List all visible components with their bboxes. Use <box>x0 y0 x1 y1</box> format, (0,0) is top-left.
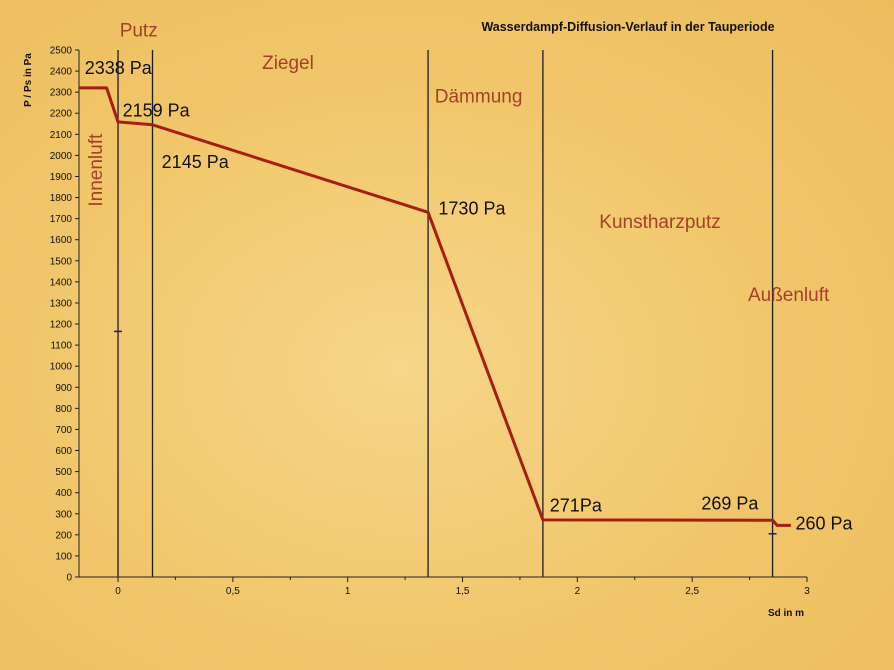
y-tick-label: 1900 <box>50 172 73 183</box>
y-tick-label: 2500 <box>50 46 73 57</box>
y-tick-label: 1100 <box>50 341 72 352</box>
y-tick-label: 2200 <box>50 109 73 120</box>
y-axis-label: P / Ps in Pa <box>23 53 34 107</box>
x-tick-label: 3 <box>804 586 810 597</box>
layer-label: Dämmung <box>435 87 523 108</box>
y-tick-label: 1500 <box>50 256 73 267</box>
y-tick-label: 2000 <box>50 151 73 162</box>
y-tick-label: 100 <box>55 551 72 562</box>
y-tick-label: 2400 <box>50 67 73 78</box>
y-tick-label: 200 <box>55 530 72 541</box>
innenluft-label: Innenluft <box>86 133 107 207</box>
layer-label: Außenluft <box>748 285 830 306</box>
y-tick-label: 1200 <box>50 320 73 331</box>
pressure-value-label: 271Pa <box>550 496 603 516</box>
pressure-value-label: 2159 Pa <box>123 100 191 120</box>
y-tick-label: 900 <box>55 383 72 394</box>
pressure-value-label: 1730 Pa <box>438 198 506 218</box>
y-tick-label: 500 <box>55 467 72 478</box>
y-tick-label: 0 <box>66 573 72 584</box>
pressure-value-label: 2145 Pa <box>162 152 230 172</box>
layer-label: Kunstharzputz <box>599 212 720 233</box>
y-tick-label: 1700 <box>50 214 73 225</box>
x-axis-label: Sd in m <box>768 608 804 619</box>
y-tick-label: 300 <box>55 509 72 520</box>
y-tick-label: 1400 <box>50 277 73 288</box>
y-tick-label: 1600 <box>50 235 73 246</box>
y-tick-label: 2100 <box>50 130 73 141</box>
y-tick-label: 1800 <box>50 193 73 204</box>
x-tick-label: 1,5 <box>456 586 470 597</box>
pressure-value-label: 260 Pa <box>796 514 854 534</box>
x-tick-label: 0 <box>115 586 121 597</box>
pressure-value-label: 269 Pa <box>701 494 759 514</box>
y-tick-label: 2300 <box>50 88 73 99</box>
pressure-curve <box>79 86 791 527</box>
y-tick-label: 1000 <box>50 362 73 373</box>
layer-label: Ziegel <box>262 53 314 74</box>
x-tick-label: 0,5 <box>226 586 240 597</box>
x-tick-label: 1 <box>345 586 351 597</box>
y-tick-label: 400 <box>55 488 72 499</box>
y-tick-label: 800 <box>55 404 72 415</box>
y-tick-label: 600 <box>55 446 72 457</box>
pressure-value-label: 2338 Pa <box>85 58 153 78</box>
layer-label: Putz <box>120 20 158 41</box>
chart-title: Wasserdampf-Diffusion-Verlauf in der Tau… <box>481 20 774 34</box>
y-tick-label: 700 <box>55 425 72 436</box>
x-tick-label: 2,5 <box>685 586 699 597</box>
y-tick-label: 1300 <box>50 298 73 309</box>
x-tick-label: 2 <box>575 586 581 597</box>
